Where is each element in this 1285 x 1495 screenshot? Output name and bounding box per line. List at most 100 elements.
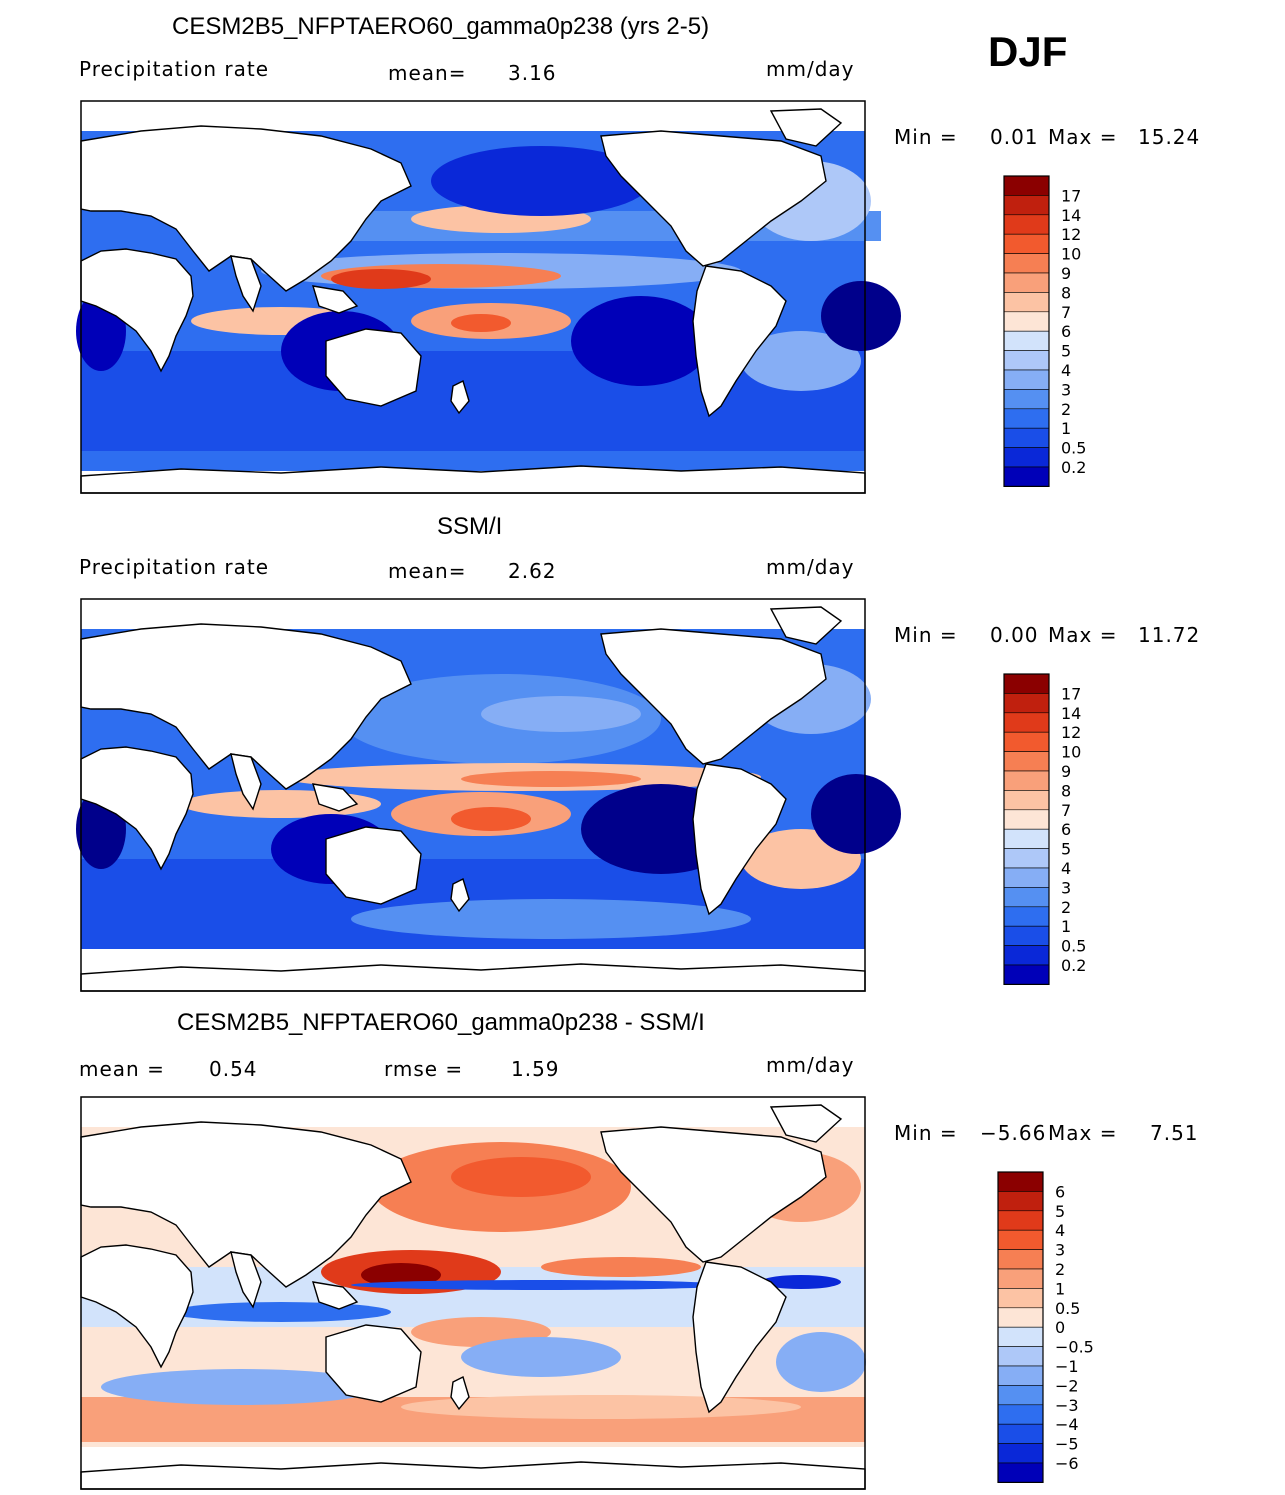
colorbar-tick-label: −1 — [1055, 1357, 1079, 1376]
colorbar-tick-label: 6 — [1061, 322, 1071, 341]
min-value: 0.00 — [990, 623, 1039, 647]
colorbar-tick-label: 5 — [1061, 342, 1071, 361]
colorbar-swatch — [1003, 350, 1050, 371]
colorbar-tick-label: 10 — [1061, 245, 1081, 264]
colorbar-frame — [997, 1171, 1044, 1483]
colorbar-swatch — [1003, 731, 1050, 752]
min-label: Min = — [894, 1121, 958, 1145]
colorbar-tick-label: 1 — [1061, 917, 1071, 936]
map-plot — [76, 598, 901, 992]
colorbar-frame — [1003, 673, 1050, 985]
map-plot — [80, 1096, 866, 1490]
colorbar-tick-label: 5 — [1061, 840, 1071, 859]
colorbar-frame — [1003, 175, 1050, 487]
colorbar-swatch — [997, 1191, 1044, 1212]
variable-label: Precipitation rate — [79, 555, 269, 579]
colorbar-tick-label: 1 — [1055, 1279, 1065, 1298]
panel-observed: SSM/I Precipitation rate mean= 2.62 mm/d… — [76, 513, 1200, 992]
colorbar-swatch — [1003, 292, 1050, 313]
colorbar-tick-label: 6 — [1061, 820, 1071, 839]
colorbar-swatch — [1003, 867, 1050, 888]
colorbar-tick-label: −4 — [1055, 1415, 1079, 1434]
max-value: 7.51 — [1150, 1121, 1199, 1145]
colorbar-swatch — [1003, 214, 1050, 235]
units-label: mm/day — [766, 555, 855, 579]
colorbar-swatch — [997, 1404, 1044, 1425]
colorbar-swatch — [997, 1443, 1044, 1464]
colorbar-swatch — [997, 1385, 1044, 1406]
colorbar-swatch — [1003, 369, 1050, 390]
colorbar-swatch — [1003, 673, 1050, 694]
max-value: 15.24 — [1138, 125, 1200, 149]
colorbar-tick-label: 4 — [1061, 859, 1071, 878]
colorbar-tick-label: 0.5 — [1055, 1299, 1080, 1318]
colorbar-swatch — [1003, 272, 1050, 293]
colorbar-tick-label: 0.5 — [1061, 937, 1086, 956]
colorbar-swatch — [997, 1249, 1044, 1270]
colorbar-swatch — [1003, 828, 1050, 849]
mean-label: mean= — [388, 61, 466, 85]
colorbar-swatch — [1003, 751, 1050, 772]
season-label: DJF — [988, 28, 1067, 75]
colorbar-tick-label: 14 — [1061, 206, 1081, 225]
colorbar-swatch — [997, 1288, 1044, 1309]
min-label: Min = — [894, 125, 958, 149]
colorbar-tick-label: 8 — [1061, 781, 1071, 800]
colorbar-swatch — [1003, 848, 1050, 869]
min-label: Min = — [894, 623, 958, 647]
colorbar-tick-label: 3 — [1061, 878, 1071, 897]
colorbar-swatch — [1003, 712, 1050, 733]
colorbar-swatch — [997, 1229, 1044, 1250]
colorbar-swatch — [1003, 408, 1050, 429]
colorbar-swatch — [997, 1326, 1044, 1347]
map-frame — [80, 598, 866, 992]
colorbar-tick-label: 12 — [1061, 723, 1081, 742]
colorbar-swatch — [1003, 233, 1050, 254]
map-frame — [80, 100, 866, 494]
panel-title: CESM2B5_NFPTAERO60_gamma0p238 (yrs 2-5) — [172, 13, 709, 40]
colorbar-swatch — [1003, 906, 1050, 927]
max-label: Max = — [1048, 125, 1117, 149]
colorbar-tick-label: 17 — [1061, 186, 1081, 205]
colorbar-tick-label: 2 — [1055, 1260, 1065, 1279]
colorbar-tick-label: 0.2 — [1061, 956, 1086, 975]
colorbar-tick-label: 5 — [1055, 1202, 1065, 1221]
colorbar-tick-label: 6 — [1055, 1182, 1065, 1201]
units-label: mm/day — [766, 57, 855, 81]
colorbar-tick-label: 0 — [1055, 1318, 1065, 1337]
max-value: 11.72 — [1138, 623, 1200, 647]
mean-label: mean= — [388, 559, 466, 583]
colorbar-swatch — [997, 1210, 1044, 1231]
colorbar-tick-label: 3 — [1061, 380, 1071, 399]
colorbar-swatch — [1003, 389, 1050, 410]
rmse-label: rmse = — [384, 1057, 463, 1081]
colorbar-tick-label: 14 — [1061, 704, 1081, 723]
colorbar-tick-label: 9 — [1061, 264, 1071, 283]
map-frame — [80, 1096, 866, 1490]
mean-value: 0.54 — [209, 1057, 258, 1081]
colorbar-swatch — [997, 1365, 1044, 1386]
mean-value: 3.16 — [508, 61, 557, 85]
colorbar-swatch — [1003, 330, 1050, 351]
colorbar-swatch — [1003, 195, 1050, 216]
panel-title: SSM/I — [437, 513, 502, 540]
colorbar-swatch — [1003, 311, 1050, 332]
variable-label: Precipitation rate — [79, 57, 269, 81]
colorbar-tick-label: −0.5 — [1055, 1338, 1094, 1357]
colorbar-tick-label: −2 — [1055, 1376, 1079, 1395]
colorbar-swatch — [997, 1307, 1044, 1328]
colorbar-swatch — [1003, 790, 1050, 811]
colorbar-swatch — [997, 1462, 1044, 1483]
colorbar-tick-label: 9 — [1061, 762, 1071, 781]
colorbar-swatch — [1003, 175, 1050, 196]
colorbar-swatch — [1003, 964, 1050, 985]
colorbar-tick-label: −3 — [1055, 1396, 1079, 1415]
colorbar-tick-label: 17 — [1061, 684, 1081, 703]
colorbar-tick-label: 12 — [1061, 225, 1081, 244]
colorbar-swatch — [997, 1346, 1044, 1367]
max-label: Max = — [1048, 1121, 1117, 1145]
colorbar-swatch — [1003, 693, 1050, 714]
